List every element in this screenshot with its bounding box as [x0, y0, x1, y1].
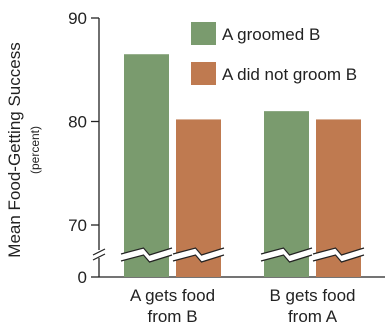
y-axis-label: Mean Food-Getting Success — [5, 42, 24, 257]
x-tick-label: A gets food — [130, 286, 215, 305]
y-tick-label: 80 — [68, 113, 87, 132]
axis-break-line — [172, 247, 225, 256]
axis-break-line — [260, 247, 313, 256]
axis-break-line — [172, 254, 225, 263]
y-ticks: 0 70 80 90 — [68, 9, 99, 287]
bar — [124, 54, 169, 277]
legend-swatch — [191, 22, 216, 45]
y-tick-label: 0 — [78, 268, 87, 287]
axis-break-line — [120, 247, 173, 256]
x-tick-labels: A gets food from B B gets food from A — [130, 286, 356, 326]
legend: A groomed B A did not groom B — [191, 22, 357, 85]
y-axis-unit: (percent) — [28, 126, 42, 174]
legend-label: A groomed B — [222, 25, 320, 44]
x-tick-label: from B — [147, 307, 197, 326]
y-axis-break-line — [92, 253, 106, 261]
x-tick-label: from A — [288, 307, 338, 326]
axis-break-line — [260, 254, 313, 263]
legend-label: A did not groom B — [222, 65, 357, 84]
y-tick-label: 90 — [68, 9, 87, 28]
axis-break-line — [312, 247, 365, 256]
axis-breaks — [92, 247, 365, 263]
y-axis-break-gap — [97, 250, 101, 258]
bar — [264, 111, 309, 278]
y-tick-label: 70 — [68, 216, 87, 235]
axis-break-line — [120, 254, 173, 263]
y-axis-break-line — [92, 248, 106, 256]
legend-swatch — [191, 62, 216, 85]
x-tick-label: B gets food — [269, 286, 355, 305]
bars — [124, 54, 361, 278]
axis-break-line — [312, 254, 365, 263]
